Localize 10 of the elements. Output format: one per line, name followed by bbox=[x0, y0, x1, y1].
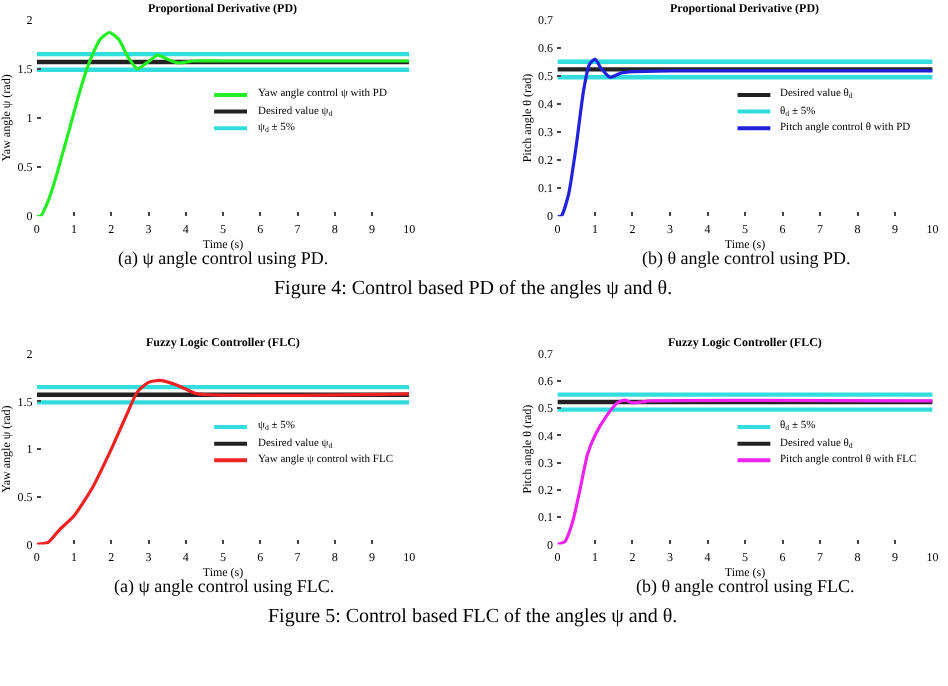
line-series bbox=[557, 57, 933, 217]
text: (b) θ angle control using PD. bbox=[642, 248, 851, 268]
line-series bbox=[36, 378, 410, 545]
line-series bbox=[36, 30, 410, 217]
text: (a) ψ angle control using FLC. bbox=[114, 576, 335, 596]
text: (b) θ angle control using FLC. bbox=[636, 576, 855, 596]
text: (a) ψ angle control using PD. bbox=[118, 248, 329, 268]
caption: Figure 4: Control based PD of the angles ψ and θ. bbox=[274, 278, 673, 300]
line-series bbox=[557, 398, 933, 545]
caption: Figure 5: Control based FLC of the angles ψ and θ. bbox=[268, 606, 678, 628]
